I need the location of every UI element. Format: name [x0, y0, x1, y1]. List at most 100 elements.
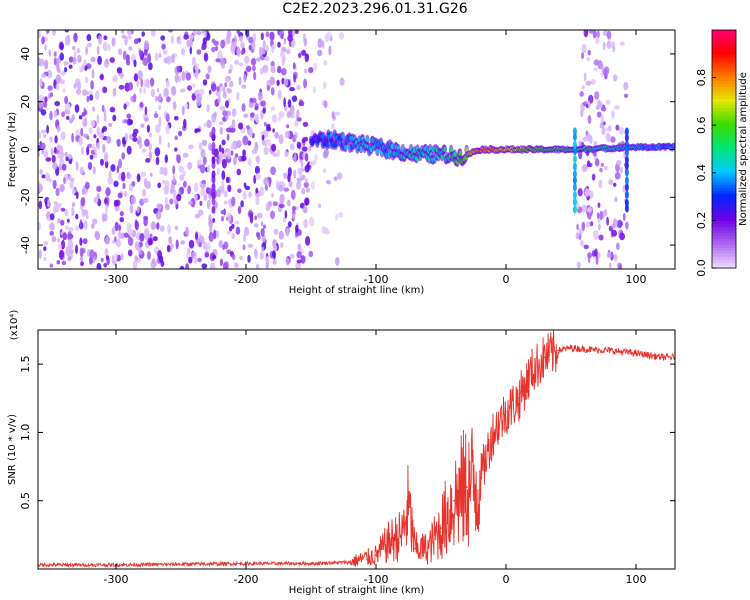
- snr-data-point: [453, 499, 455, 502]
- snr-series-line: [38, 330, 675, 569]
- noise-blob: [91, 69, 95, 79]
- noise-blob: [90, 119, 96, 128]
- noise-blob: [131, 181, 136, 187]
- noise-blob: [619, 41, 625, 46]
- noise-blob: [94, 230, 99, 239]
- noise-blob: [253, 114, 258, 121]
- noise-blob: [210, 83, 217, 92]
- noise-blob: [196, 159, 203, 166]
- noise-blob: [143, 40, 150, 51]
- noise-blob: [86, 146, 90, 156]
- noise-blob: [102, 41, 108, 52]
- noise-blob: [614, 172, 621, 180]
- noise-blob: [599, 123, 605, 129]
- noise-blob: [257, 91, 263, 101]
- noise-blob: [606, 216, 609, 226]
- noise-blob: [63, 60, 69, 66]
- noise-blob: [278, 116, 281, 122]
- noise-blob: [44, 59, 49, 70]
- noise-blob: [84, 117, 88, 127]
- noise-blob: [226, 249, 232, 254]
- streak-blob: [211, 191, 216, 200]
- noise-blob: [269, 77, 276, 86]
- noise-blob: [186, 85, 193, 91]
- noise-blob: [220, 210, 226, 215]
- noise-blob: [613, 182, 617, 187]
- noise-blob: [49, 213, 55, 221]
- noise-blob: [291, 95, 298, 102]
- noise-blob: [201, 263, 208, 269]
- noise-blob: [204, 252, 209, 258]
- noise-blob: [174, 225, 179, 231]
- noise-blob: [64, 67, 68, 73]
- noise-blob: [582, 85, 585, 90]
- x-tick-label: -200: [234, 573, 259, 586]
- noise-blob: [236, 140, 242, 149]
- noise-blob: [230, 43, 236, 52]
- noise-blob: [297, 52, 302, 59]
- noise-blob: [317, 49, 323, 57]
- noise-blob: [200, 183, 206, 189]
- noise-blob: [270, 166, 276, 175]
- colorbar-tick-label: 0.0: [695, 259, 708, 277]
- noise-blob: [291, 206, 297, 211]
- noise-blob: [256, 212, 263, 219]
- streak-blob: [572, 147, 577, 156]
- colorbar-swatch: [712, 151, 736, 156]
- noise-blob: [294, 30, 299, 34]
- noise-blob: [71, 202, 76, 208]
- noise-blob: [321, 39, 325, 49]
- noise-blob: [43, 256, 47, 261]
- noise-blob: [242, 135, 249, 146]
- noise-blob: [53, 51, 57, 57]
- noise-blob: [254, 215, 257, 221]
- noise-blob: [60, 219, 65, 226]
- noise-blob: [68, 240, 74, 250]
- colorbar-swatch: [712, 217, 736, 222]
- noise-blob: [593, 59, 600, 66]
- noise-blob: [195, 128, 201, 133]
- noise-blob: [206, 119, 212, 129]
- streak-blob: [572, 162, 577, 171]
- streak-blob: [211, 156, 216, 165]
- noise-blob: [154, 95, 158, 102]
- noise-blob: [143, 79, 148, 88]
- noise-blob: [103, 59, 110, 68]
- noise-blob: [61, 111, 65, 118]
- noise-blob: [219, 105, 226, 111]
- noise-blob: [221, 215, 224, 222]
- noise-blob: [273, 244, 278, 252]
- noise-blob: [59, 79, 65, 85]
- x-tick-label: 0: [503, 573, 510, 586]
- signal-core: [449, 147, 453, 153]
- noise-blob: [173, 116, 179, 121]
- noise-blob: [127, 249, 133, 257]
- noise-blob: [48, 49, 52, 57]
- noise-blob: [323, 60, 328, 66]
- noise-blob: [111, 37, 116, 47]
- streak-blob: [211, 133, 216, 142]
- noise-blob: [243, 182, 247, 188]
- colorbar-swatch: [712, 107, 736, 111]
- noise-blob: [76, 47, 81, 54]
- noise-blob: [292, 62, 296, 69]
- spectrogram-marks: [38, 30, 675, 269]
- noise-blob: [138, 49, 143, 57]
- colorbar-swatch: [712, 128, 736, 132]
- noise-blob: [132, 93, 137, 103]
- snr-data-point: [388, 540, 390, 543]
- noise-blob: [242, 244, 246, 251]
- noise-blob: [172, 175, 176, 184]
- noise-blob: [226, 127, 232, 133]
- noise-blob: [102, 143, 106, 153]
- noise-blob: [248, 191, 252, 198]
- snr-data-point: [245, 562, 247, 565]
- noise-blob: [328, 45, 332, 56]
- noise-blob: [263, 177, 269, 186]
- snr-data-point: [414, 547, 416, 550]
- snr-data-point: [375, 554, 377, 557]
- noise-blob: [337, 172, 343, 180]
- noise-blob: [255, 231, 261, 238]
- noise-blob: [177, 40, 182, 45]
